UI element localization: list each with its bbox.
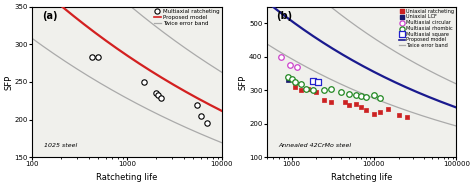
Point	[203, 122, 211, 125]
Point	[309, 89, 316, 92]
Text: Annealed 42CrMo steel: Annealed 42CrMo steel	[278, 143, 351, 148]
Point	[193, 104, 201, 107]
Point	[288, 77, 295, 80]
Point	[291, 80, 299, 83]
Point	[320, 89, 328, 92]
Y-axis label: SFP: SFP	[238, 74, 247, 89]
Point	[377, 110, 384, 113]
Point	[140, 80, 147, 83]
X-axis label: Ratcheting life: Ratcheting life	[96, 173, 158, 182]
Point	[284, 79, 292, 82]
Point	[154, 93, 161, 96]
Point	[320, 99, 328, 102]
Point	[297, 82, 305, 85]
Point	[314, 80, 322, 83]
Point	[297, 89, 305, 92]
Point	[362, 95, 370, 98]
Point	[327, 100, 335, 103]
Point	[370, 112, 378, 115]
Point	[337, 90, 345, 93]
Text: 1025 steel: 1025 steel	[44, 143, 77, 148]
Point	[197, 114, 205, 117]
Point	[357, 105, 365, 108]
Point	[312, 90, 320, 93]
Point	[89, 56, 96, 59]
Point	[377, 96, 384, 99]
Point	[291, 80, 299, 83]
Text: (a): (a)	[42, 11, 57, 21]
Point	[370, 94, 378, 97]
Point	[305, 87, 312, 90]
Point	[95, 56, 102, 59]
Point	[403, 116, 410, 118]
Point	[291, 85, 299, 88]
Point	[293, 65, 301, 68]
Point	[362, 109, 370, 112]
Point	[357, 94, 365, 97]
Point	[352, 102, 359, 105]
Point	[309, 79, 316, 82]
Point	[152, 92, 159, 95]
Legend: Uniaxial ratcheting, Uniaxial LCF, Multiaxial circular, Multiaxial rhombic, Mult: Uniaxial ratcheting, Uniaxial LCF, Multi…	[398, 8, 456, 49]
Point	[286, 64, 293, 67]
Point	[327, 87, 335, 90]
Point	[346, 104, 353, 107]
X-axis label: Ratcheting life: Ratcheting life	[331, 173, 392, 182]
Y-axis label: SFP: SFP	[4, 74, 13, 89]
Point	[277, 55, 285, 58]
Point	[346, 92, 353, 95]
Point	[302, 87, 310, 90]
Point	[157, 96, 165, 99]
Point	[342, 100, 349, 103]
Legend: Multiaxial ratcheting, Proposed model, Twice error band: Multiaxial ratcheting, Proposed model, T…	[153, 8, 221, 27]
Point	[384, 107, 392, 110]
Point	[352, 94, 359, 97]
Text: (b): (b)	[276, 11, 292, 21]
Point	[284, 75, 292, 78]
Point	[395, 114, 402, 117]
